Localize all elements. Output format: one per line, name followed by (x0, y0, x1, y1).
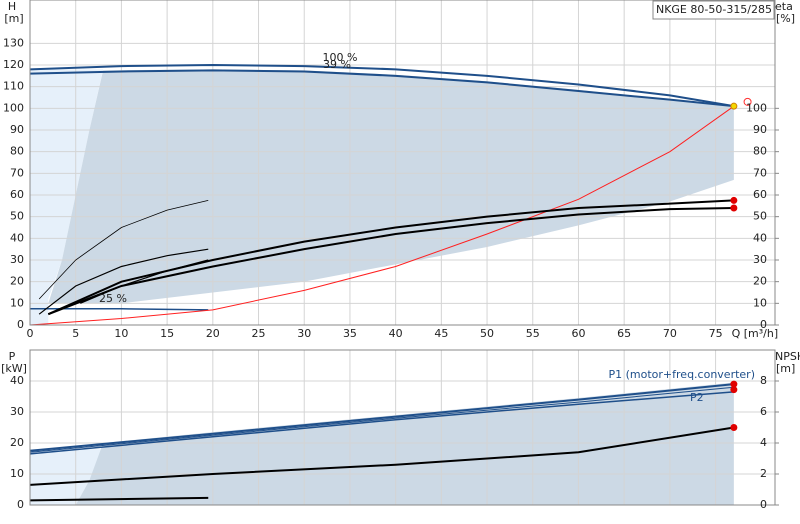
y-tick-label: 0 (17, 498, 24, 511)
curve-label: P1 (motor+freq.converter) (609, 368, 756, 381)
y2-tick-label: 40 (753, 231, 767, 244)
y-tick-label: 80 (10, 145, 24, 158)
operating-point (730, 386, 738, 394)
operating-point (730, 424, 738, 431)
y2-tick-label: 80 (753, 145, 767, 158)
y2-tick-label: 90 (753, 123, 767, 136)
y-tick-label: 90 (10, 123, 24, 136)
y2-tick-label: 20 (753, 275, 767, 288)
y2-tick-label: 6 (760, 405, 767, 418)
y-tick-label: 40 (10, 231, 24, 244)
x-tick-label: 0 (27, 327, 34, 340)
operating-area (48, 69, 734, 304)
y2-tick-label: 10 (753, 296, 767, 309)
curve (29, 69, 734, 108)
y-tick-label: 20 (10, 275, 24, 288)
y-tick-label: 110 (3, 80, 24, 93)
x-axis-label: Q [m³/h] (732, 327, 779, 340)
curve (29, 386, 734, 453)
operating-point (730, 102, 738, 110)
x-tick-label: 60 (571, 327, 585, 340)
curve (29, 426, 735, 486)
x-tick-label: 75 (709, 327, 723, 340)
y2-axis-label: NPSH (775, 350, 800, 363)
operating-area (30, 69, 104, 325)
y2-tick-label: 100 (746, 101, 767, 114)
y2-tick-label: 0 (760, 318, 767, 331)
y-axis-label: H (8, 0, 16, 13)
curve (29, 383, 734, 452)
curve (38, 248, 209, 315)
y-tick-label: 50 (10, 210, 24, 223)
y-tick-label: 60 (10, 188, 24, 201)
curve (29, 105, 735, 326)
curve (29, 63, 735, 108)
y2-tick-label: 70 (753, 166, 767, 179)
x-tick-label: 15 (160, 327, 174, 340)
y2-tick-label: 50 (753, 210, 767, 223)
curve (80, 259, 209, 304)
y2-tick-label: 8 (760, 374, 767, 387)
operating-point (730, 196, 738, 204)
x-tick-label: 55 (526, 327, 540, 340)
y-tick-label: 10 (10, 296, 24, 309)
y-axis-unit: [m] (4, 12, 23, 25)
operating-point (730, 204, 738, 212)
y-tick-label: 120 (3, 58, 24, 71)
y-tick-label: 100 (3, 101, 24, 114)
x-tick-label: 65 (617, 327, 631, 340)
y2-tick-label: 60 (753, 188, 767, 201)
x-tick-label: 70 (663, 327, 677, 340)
y-axis-label: P (9, 350, 16, 363)
y2-tick-label: 2 (760, 467, 767, 480)
x-tick-label: 10 (114, 327, 128, 340)
operating-area (30, 449, 104, 505)
x-tick-label: 50 (480, 327, 494, 340)
x-tick-label: 5 (72, 327, 79, 340)
x-tick-label: 25 (252, 327, 266, 340)
x-tick-label: 45 (434, 327, 448, 340)
curve-label: P2 (690, 391, 704, 404)
chart-title: NKGE 80-50-315/285 (656, 3, 772, 16)
y-tick-label: 40 (10, 374, 24, 387)
y-axis-unit: [kW] (1, 362, 27, 375)
x-tick-label: 35 (343, 327, 357, 340)
y-tick-label: 10 (10, 467, 24, 480)
curve-label: 100 % (323, 51, 358, 64)
y2-tick-label: 30 (753, 253, 767, 266)
curve (38, 200, 209, 300)
curve (47, 207, 734, 316)
plot-frame (29, 0, 776, 326)
curve (29, 496, 209, 502)
y-tick-label: 30 (10, 405, 24, 418)
y2-axis-unit: [%] (776, 12, 795, 25)
y-tick-label: 0 (17, 318, 24, 331)
x-tick-label: 20 (206, 327, 220, 340)
operating-point (743, 97, 752, 106)
title-box (652, 0, 775, 20)
curve-label: 25 % (99, 292, 127, 305)
y-tick-label: 20 (10, 436, 24, 449)
y-tick-label: 30 (10, 253, 24, 266)
y2-tick-label: 0 (760, 498, 767, 511)
y2-axis-unit: [m] (776, 362, 795, 375)
plot-frame (29, 349, 776, 506)
x-tick-label: 40 (389, 327, 403, 340)
x-tick-label: 30 (297, 327, 311, 340)
y-tick-label: 70 (10, 166, 24, 179)
curve-label: 39 % (323, 58, 351, 71)
curve (47, 199, 734, 316)
y2-axis-label: eta (775, 0, 793, 13)
y-tick-label: 130 (3, 36, 24, 49)
y2-tick-label: 4 (760, 436, 767, 449)
curve (29, 391, 734, 455)
